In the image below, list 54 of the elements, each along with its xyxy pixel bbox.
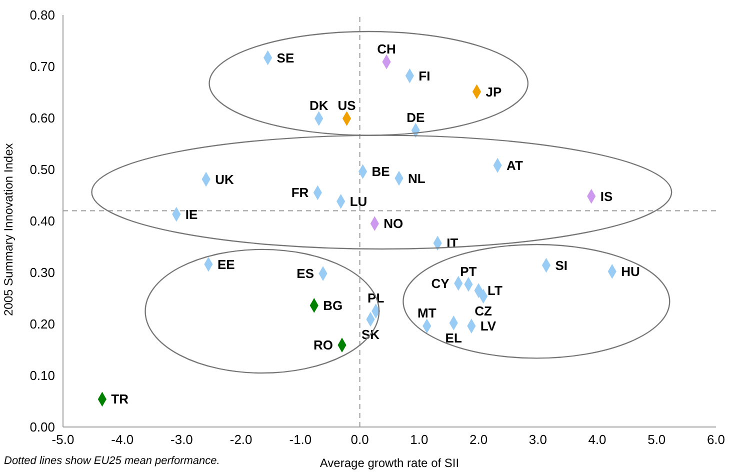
annotation: US	[338, 98, 356, 114]
y-tick-label: 0.00	[30, 420, 55, 435]
x-tick-label: 2.0	[470, 432, 488, 448]
annotation: DE	[406, 110, 425, 125]
annotation: ES	[296, 266, 314, 282]
text: Dotted lines show EU25 mean performance.	[4, 455, 220, 467]
annotation: LU	[350, 194, 368, 209]
annotation: HU	[621, 264, 640, 280]
y-tick-label: 0.80	[30, 8, 55, 23]
x-tick-label: 1.0	[410, 432, 428, 448]
annotation: SI	[555, 258, 568, 273]
y-tick-label: 0.40	[30, 214, 55, 229]
annotation: AT	[506, 158, 523, 173]
y-tick-label: 0.30	[30, 265, 55, 280]
annotation: EL	[445, 330, 462, 346]
annotation: FI	[418, 68, 430, 84]
y-tick-label: 0.60	[30, 110, 55, 126]
x-tick-label: -2.0	[230, 432, 252, 448]
y-tick-label: 0.70	[30, 59, 55, 74]
annotation: JP	[486, 84, 502, 100]
x-tick-label: -5.0	[52, 432, 74, 448]
annotation: MT	[418, 306, 436, 321]
annotation: EE	[217, 256, 236, 272]
annotation: DK	[309, 98, 329, 114]
x-tick-label: 3.0	[528, 432, 547, 448]
annotation: LV	[480, 318, 496, 334]
y-tick-label: 0.20	[30, 316, 55, 332]
y-axis-title: 2005 Summary Innovation Index	[1, 143, 16, 316]
annotation: NL	[408, 170, 426, 186]
x-tick-label: 6.0	[706, 432, 726, 448]
x-tick-label: -1.0	[289, 432, 312, 448]
y-tick-label: 0.10	[30, 368, 55, 384]
annotation: CH	[377, 41, 396, 56]
annotation: BG	[323, 298, 343, 314]
annotation: IS	[600, 188, 613, 204]
annotation: TR	[111, 392, 130, 407]
annotation: CZ	[474, 304, 492, 319]
annotation: IE	[185, 206, 198, 222]
annotation: NO	[384, 216, 404, 232]
x-tick-label: -3.0	[170, 432, 193, 448]
x-tick-label: -4.0	[111, 432, 134, 448]
annotation: FR	[291, 185, 310, 200]
annotation: SE	[276, 50, 294, 66]
x-tick-label: 5.0	[648, 432, 666, 448]
x-tick-label: 4.0	[588, 432, 606, 448]
x-tick-label: 0.0	[350, 432, 369, 448]
annotation: RO	[314, 338, 334, 353]
annotation: LT	[488, 283, 503, 298]
annotation: UK	[215, 172, 234, 187]
annotation: PT	[460, 264, 477, 279]
annotation: CY	[431, 276, 450, 291]
y-tick-label: 0.50	[30, 162, 55, 178]
x-axis-title: Average growth rate of SII	[320, 456, 460, 470]
annotation: BE	[372, 164, 390, 180]
